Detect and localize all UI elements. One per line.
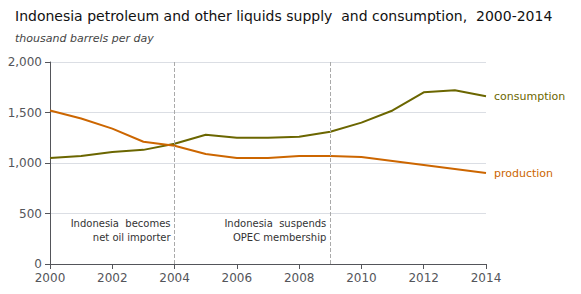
svg-text:1,000: 1,000 [8,156,42,170]
svg-text:2010: 2010 [346,271,377,285]
svg-text:2004: 2004 [159,271,190,285]
svg-text:1,500: 1,500 [8,106,42,120]
svg-text:2014: 2014 [471,271,502,285]
svg-text:0: 0 [34,257,42,271]
svg-text:Indonesia petroleum and other: Indonesia petroleum and other liquids su… [15,8,552,24]
svg-text:2006: 2006 [222,271,253,285]
svg-text:thousand barrels per day: thousand barrels per day [15,32,154,45]
svg-text:2002: 2002 [97,271,128,285]
svg-text:OPEC membership: OPEC membership [233,232,326,243]
svg-text:2012: 2012 [408,271,439,285]
svg-text:Indonesia becomes: Indonesia becomes [71,218,171,229]
svg-text:2,000: 2,000 [8,55,42,69]
svg-text:Indonesia suspends: Indonesia suspends [224,218,326,229]
svg-text:production: production [494,167,553,180]
svg-text:2000: 2000 [35,271,66,285]
svg-text:2008: 2008 [284,271,315,285]
svg-text:500: 500 [19,207,42,221]
svg-text:net oil importer: net oil importer [93,232,172,243]
svg-text:consumption: consumption [494,90,565,103]
